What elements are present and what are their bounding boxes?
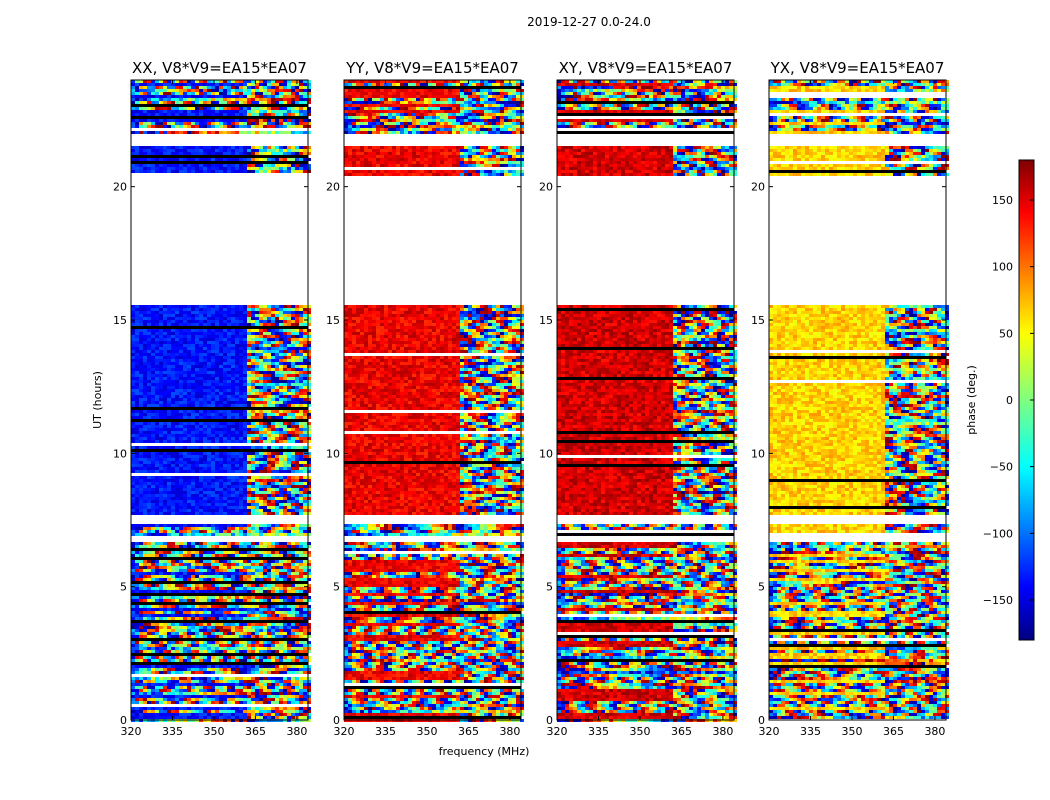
colorbar-tick-label: 50 bbox=[999, 327, 1013, 340]
panel-frame bbox=[130, 79, 309, 721]
panel-title: YY, V8*V9=EA15*EA07 bbox=[345, 59, 519, 77]
x-tick-label: 365 bbox=[883, 725, 904, 738]
x-tick-label: 320 bbox=[547, 725, 568, 738]
colorbar-label: phase (deg.) bbox=[965, 365, 978, 435]
panel-frame bbox=[556, 79, 735, 721]
colorbar-tick-label: 100 bbox=[992, 261, 1013, 274]
y-tick-label: 5 bbox=[758, 581, 765, 594]
x-tick-label: 350 bbox=[841, 725, 862, 738]
x-axis-label: frequency (MHz) bbox=[439, 745, 530, 758]
x-tick-label: 320 bbox=[121, 725, 142, 738]
panel-3: XY, V8*V9=EA15*EA07 320 335 350 365 380 0 5 10 15… bbox=[539, 59, 737, 738]
y-tick-label: 20 bbox=[326, 181, 340, 194]
panel-title: XY, V8*V9=EA15*EA07 bbox=[559, 59, 733, 77]
y-axis-label: UT (hours) bbox=[91, 371, 104, 429]
y-tick-label: 20 bbox=[113, 181, 127, 194]
y-tick-label: 0 bbox=[120, 714, 127, 727]
panel-4: YX, V8*V9=EA15*EA07 320 335 350 365 380 0 5 10 15… bbox=[751, 59, 949, 738]
x-tick-label: 350 bbox=[416, 725, 437, 738]
y-tick-label: 0 bbox=[758, 714, 765, 727]
phase-image bbox=[344, 80, 524, 722]
y-tick-label: 0 bbox=[333, 714, 340, 727]
y-tick-label: 5 bbox=[120, 581, 127, 594]
y-tick-label: 10 bbox=[113, 447, 127, 460]
phase-image bbox=[769, 80, 949, 719]
x-tick-label: 320 bbox=[759, 725, 780, 738]
y-tick-label: 15 bbox=[113, 314, 127, 327]
x-tick-label: 380 bbox=[924, 725, 945, 738]
x-tick-label: 350 bbox=[203, 725, 224, 738]
x-tick-label: 335 bbox=[588, 725, 609, 738]
x-tick-label: 335 bbox=[162, 725, 183, 738]
panel-title: YX, V8*V9=EA15*EA07 bbox=[770, 59, 945, 77]
y-tick-label: 15 bbox=[751, 314, 765, 327]
panel-1: XX, V8*V9=EA15*EA07 320 335 350 365 380 0 5 10 15… bbox=[113, 59, 311, 738]
phase-image bbox=[131, 80, 311, 722]
x-tick-label: 335 bbox=[800, 725, 821, 738]
y-tick-label: 15 bbox=[539, 314, 553, 327]
y-tick-label: 0 bbox=[546, 714, 553, 727]
x-tick-label: 365 bbox=[671, 725, 692, 738]
x-tick-label: 380 bbox=[712, 725, 733, 738]
figure-title: 2019-12-27 0.0-24.0 bbox=[527, 15, 651, 29]
panel-frame bbox=[343, 79, 522, 721]
y-tick-label: 5 bbox=[546, 581, 553, 594]
panel-2: YY, V8*V9=EA15*EA07 320 335 350 365 380 0 5 10 15… bbox=[326, 59, 524, 738]
y-tick-label: 10 bbox=[539, 447, 553, 460]
colorbar-tick-label: −100 bbox=[983, 527, 1013, 540]
y-tick-label: 10 bbox=[326, 447, 340, 460]
colorbar-tick-label: −150 bbox=[983, 594, 1013, 607]
x-tick-label: 365 bbox=[458, 725, 479, 738]
panel-frame bbox=[768, 79, 947, 721]
y-tick-label: 15 bbox=[326, 314, 340, 327]
y-tick-label: 20 bbox=[751, 181, 765, 194]
x-tick-label: 380 bbox=[286, 725, 307, 738]
x-tick-label: 350 bbox=[629, 725, 650, 738]
colorbar-tick-label: −50 bbox=[990, 461, 1013, 474]
colorbar: 150 100 50 0 −50 −100 −150 phase (deg.) bbox=[965, 159, 1035, 641]
colorbar-tick-label: 0 bbox=[1006, 394, 1013, 407]
colorbar-tick-label: 150 bbox=[992, 194, 1013, 207]
y-tick-label: 5 bbox=[333, 581, 340, 594]
x-tick-label: 365 bbox=[245, 725, 266, 738]
y-tick-label: 10 bbox=[751, 447, 765, 460]
x-tick-label: 320 bbox=[334, 725, 355, 738]
x-tick-label: 380 bbox=[499, 725, 520, 738]
phase-image bbox=[557, 80, 737, 722]
x-tick-label: 335 bbox=[375, 725, 396, 738]
panel-title: XX, V8*V9=EA15*EA07 bbox=[132, 59, 307, 77]
y-tick-label: 20 bbox=[539, 181, 553, 194]
